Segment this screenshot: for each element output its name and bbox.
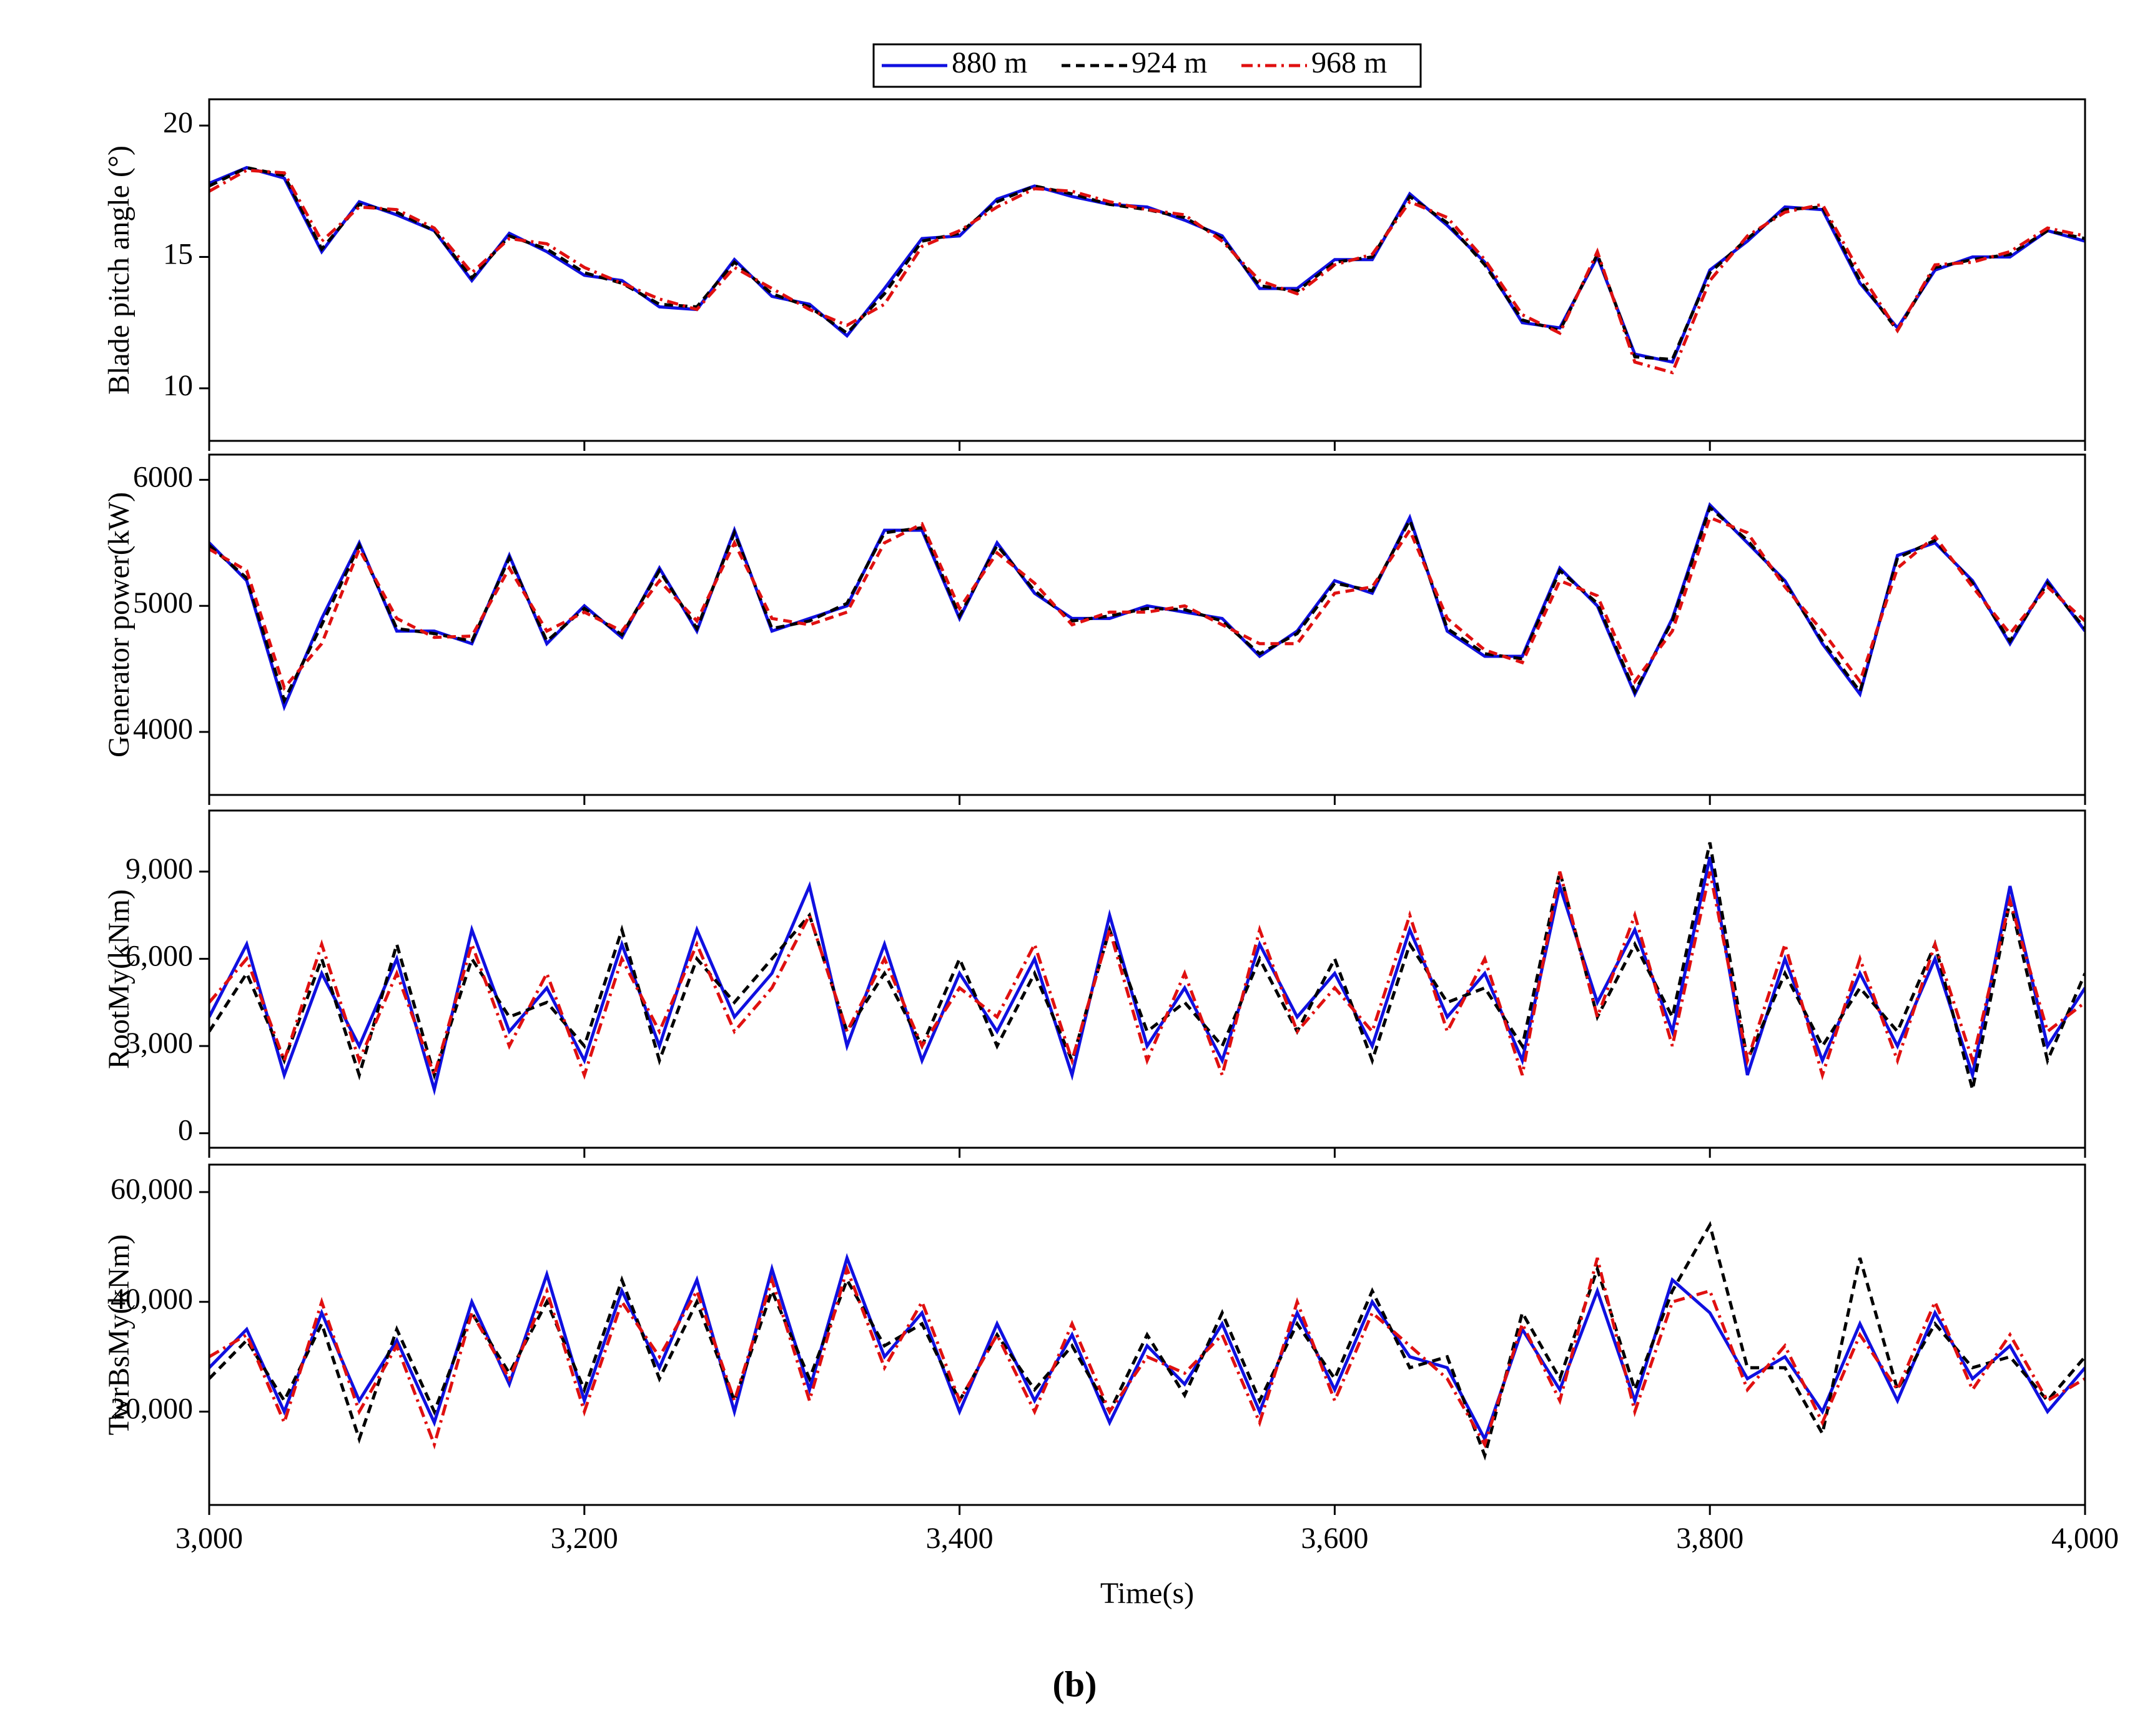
series-line <box>209 842 2085 1090</box>
y-tick-label: 40,000 <box>111 1283 193 1316</box>
y-tick-label: 60,000 <box>111 1173 193 1206</box>
y-tick-label: 9,000 <box>126 852 193 885</box>
legend-box <box>872 43 1422 88</box>
y-axis-label: Blade pitch angle (°) <box>102 145 136 395</box>
x-tick-label: 3,000 <box>175 1522 243 1555</box>
series-line <box>209 165 2085 362</box>
y-tick-label: 6,000 <box>126 939 193 972</box>
x-tick-label: 4,000 <box>2051 1522 2119 1555</box>
plot-frame <box>208 98 2086 442</box>
series-line <box>209 1257 2085 1450</box>
y-tick-label: 10 <box>163 369 193 402</box>
series-line <box>209 871 2085 1081</box>
x-tick-label: 3,800 <box>1676 1522 1743 1555</box>
y-tick-label: 15 <box>163 237 193 270</box>
y-axis-label: RootMy(kNm) <box>102 889 136 1069</box>
series-line <box>209 856 2085 1096</box>
y-tick-label: 20,000 <box>111 1393 193 1426</box>
y-tick-label: 0 <box>178 1114 193 1147</box>
plot-frame <box>208 809 2086 1149</box>
plot-frame <box>208 453 2086 796</box>
y-axis-label: Generator power(kW) <box>102 492 136 757</box>
y-tick-label: 3,000 <box>126 1027 193 1060</box>
y-tick-label: 4000 <box>133 713 193 746</box>
series-line <box>209 169 2085 375</box>
y-tick-label: 20 <box>163 106 193 139</box>
series-line <box>209 515 2085 691</box>
series-line <box>209 502 2085 712</box>
series-line <box>209 505 2085 705</box>
y-tick-label: 5000 <box>133 586 193 619</box>
x-axis-label: Time(s) <box>1100 1577 1194 1610</box>
y-tick-label: 6000 <box>133 460 193 493</box>
plot-frame <box>208 1163 2086 1506</box>
caption: (b) <box>1053 1664 1097 1704</box>
series-line <box>209 1221 2085 1461</box>
y-axis-label: TwrBsMy(kNm) <box>102 1235 136 1436</box>
x-tick-label: 3,400 <box>926 1522 994 1555</box>
x-tick-label: 3,600 <box>1301 1522 1368 1555</box>
legend-label: 924 m <box>1132 46 1207 79</box>
x-tick-label: 3,200 <box>551 1522 618 1555</box>
legend-label: 968 m <box>1311 46 1387 79</box>
legend-label: 880 m <box>952 46 1027 79</box>
series-line <box>209 165 2085 364</box>
